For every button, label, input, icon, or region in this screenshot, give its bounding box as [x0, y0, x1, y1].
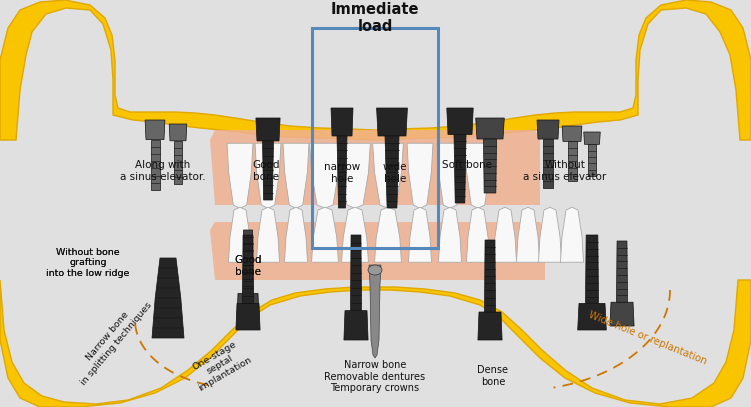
- Text: Good
bone: Good bone: [234, 255, 262, 277]
- Text: Good
bone: Good bone: [234, 255, 262, 277]
- Polygon shape: [407, 143, 433, 208]
- Polygon shape: [312, 207, 339, 262]
- Polygon shape: [369, 265, 381, 358]
- Polygon shape: [210, 130, 540, 205]
- Polygon shape: [617, 241, 628, 302]
- Polygon shape: [610, 302, 634, 326]
- Polygon shape: [285, 207, 307, 262]
- Polygon shape: [309, 143, 340, 208]
- Polygon shape: [342, 207, 369, 262]
- Polygon shape: [493, 207, 517, 262]
- Polygon shape: [538, 207, 562, 262]
- Ellipse shape: [368, 265, 382, 275]
- Text: Soft bone: Soft bone: [442, 160, 492, 170]
- Polygon shape: [537, 120, 559, 139]
- Text: wide
hole: wide hole: [383, 162, 407, 184]
- Polygon shape: [150, 140, 159, 190]
- Polygon shape: [283, 143, 309, 208]
- Polygon shape: [437, 143, 463, 208]
- Bar: [312, 28, 438, 248]
- Polygon shape: [568, 141, 577, 181]
- Polygon shape: [227, 143, 253, 208]
- Polygon shape: [376, 108, 407, 136]
- Polygon shape: [409, 207, 432, 262]
- Polygon shape: [517, 207, 539, 262]
- Polygon shape: [255, 143, 281, 208]
- Polygon shape: [337, 136, 347, 208]
- Polygon shape: [243, 230, 253, 293]
- Polygon shape: [375, 207, 402, 262]
- Polygon shape: [543, 139, 553, 188]
- Polygon shape: [385, 136, 399, 208]
- Polygon shape: [588, 144, 596, 176]
- Polygon shape: [257, 207, 279, 262]
- Text: narrow
hole: narrow hole: [324, 162, 360, 184]
- Polygon shape: [256, 118, 280, 141]
- Text: Wide hole or replantation: Wide hole or replantation: [587, 310, 709, 366]
- Polygon shape: [0, 280, 751, 407]
- Polygon shape: [210, 222, 545, 280]
- Polygon shape: [475, 118, 505, 139]
- Polygon shape: [331, 108, 353, 136]
- Polygon shape: [466, 207, 490, 262]
- Text: Narrow bone
in splitting techniques: Narrow bone in splitting techniques: [71, 293, 153, 387]
- Polygon shape: [562, 126, 582, 141]
- Polygon shape: [484, 240, 496, 312]
- Polygon shape: [263, 141, 273, 200]
- Polygon shape: [145, 120, 165, 140]
- Polygon shape: [478, 312, 502, 340]
- Polygon shape: [578, 303, 606, 330]
- Text: Without bone
grafting
into the low ridge: Without bone grafting into the low ridge: [47, 248, 130, 278]
- Polygon shape: [236, 303, 260, 330]
- Polygon shape: [169, 124, 187, 141]
- Polygon shape: [237, 293, 259, 318]
- Polygon shape: [344, 311, 368, 340]
- Polygon shape: [174, 141, 182, 184]
- Polygon shape: [447, 108, 473, 135]
- Polygon shape: [484, 139, 496, 193]
- Text: Along with
a sinus elevator.: Along with a sinus elevator.: [120, 160, 206, 182]
- Polygon shape: [560, 207, 584, 262]
- Text: Without bone
grafting
into the low ridge: Without bone grafting into the low ridge: [47, 248, 130, 278]
- Polygon shape: [465, 143, 491, 208]
- Text: Good
bone: Good bone: [252, 160, 280, 182]
- Text: Dense
bone: Dense bone: [478, 365, 508, 387]
- Polygon shape: [152, 258, 184, 338]
- Text: One-stage
septal
implantation: One-stage septal implantation: [186, 337, 254, 393]
- Polygon shape: [372, 143, 403, 208]
- Polygon shape: [586, 235, 599, 303]
- Polygon shape: [0, 0, 751, 140]
- Polygon shape: [351, 235, 361, 311]
- Text: Without
a sinus elevator: Without a sinus elevator: [523, 160, 607, 182]
- Polygon shape: [584, 132, 600, 144]
- Polygon shape: [339, 143, 370, 208]
- Polygon shape: [243, 235, 254, 303]
- Polygon shape: [454, 135, 466, 203]
- Text: Narrow bone
Removable dentures
Temporary crowns: Narrow bone Removable dentures Temporary…: [324, 360, 426, 393]
- Text: Immediate
load: Immediate load: [330, 2, 419, 35]
- Polygon shape: [439, 207, 462, 262]
- Polygon shape: [228, 207, 252, 262]
